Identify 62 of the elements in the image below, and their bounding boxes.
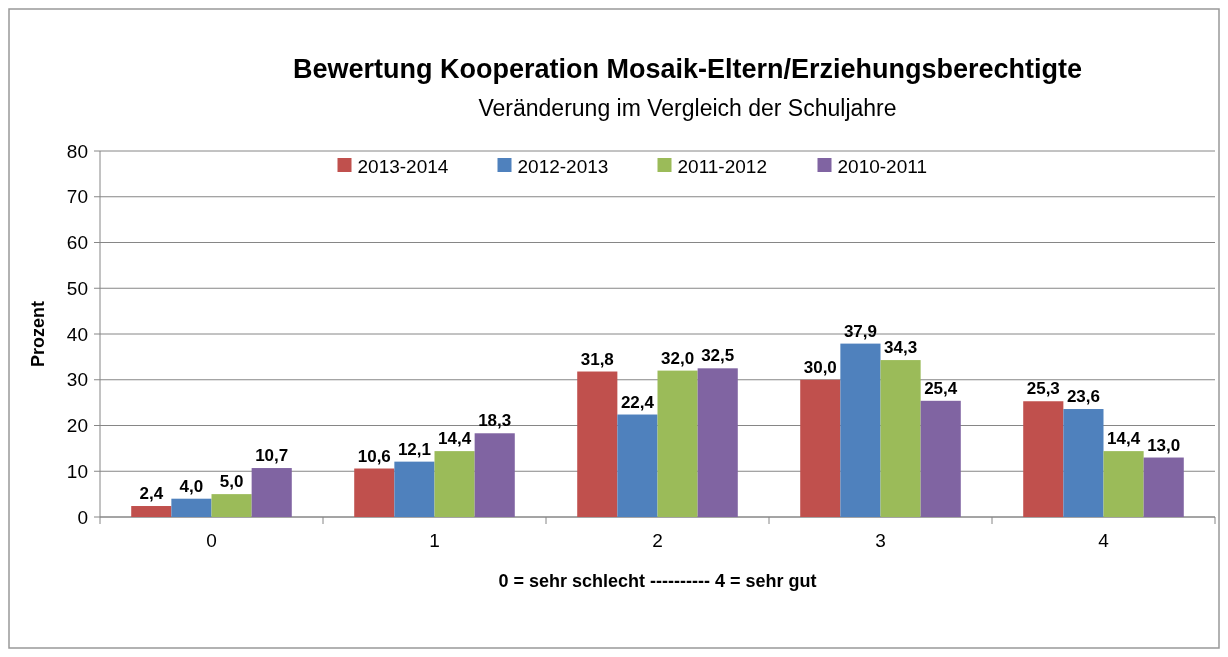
legend-label: 2013-2014: [357, 155, 449, 177]
bar: [1063, 409, 1104, 517]
x-tick-label: 3: [875, 530, 886, 551]
y-tick-label: 40: [66, 323, 88, 345]
data-label: 18,3: [478, 411, 512, 431]
bar: [474, 433, 515, 517]
bar: [697, 368, 738, 517]
bar: [1143, 457, 1184, 517]
data-label: 12,1: [397, 439, 431, 459]
y-tick-label: 60: [66, 232, 88, 254]
legend-label: 2012-2013: [517, 155, 609, 177]
bar: [251, 468, 292, 517]
chart-title: Bewertung Kooperation Mosaik-Eltern/Erziehungsberechtigte: [292, 54, 1083, 84]
y-tick-label: 20: [66, 415, 88, 437]
bar: [840, 343, 881, 517]
data-label: 2,4: [139, 484, 164, 504]
x-tick-label: 2: [652, 530, 663, 551]
data-label: 25,4: [924, 378, 958, 398]
bar: [171, 498, 212, 517]
y-tick-label: 70: [66, 186, 88, 208]
legend-label: 2011-2012: [677, 155, 767, 177]
bar: [1103, 451, 1144, 517]
bar: [880, 360, 921, 517]
data-label: 14,4: [438, 429, 472, 449]
data-label: 4,0: [179, 476, 204, 496]
data-label: 31,8: [580, 349, 614, 369]
y-tick-label: 0: [77, 506, 88, 528]
data-label: 32,5: [701, 346, 735, 366]
bar: [354, 468, 395, 517]
x-tick-label: 1: [429, 530, 440, 551]
data-label: 25,3: [1026, 379, 1060, 399]
bar: [617, 414, 658, 517]
bar: [131, 506, 172, 517]
bar: [657, 370, 698, 517]
data-label: 10,7: [255, 446, 289, 466]
y-tick-label: 80: [66, 140, 88, 162]
data-label: 10,6: [357, 446, 391, 466]
bar: [920, 400, 961, 517]
data-label: 5,0: [219, 472, 244, 492]
x-tick-label: 0: [206, 530, 217, 551]
bar: [1023, 401, 1064, 517]
data-label: 14,4: [1107, 429, 1141, 449]
x-tick-label: 4: [1098, 530, 1110, 551]
bar: [434, 451, 475, 517]
data-label: 22,4: [620, 392, 655, 412]
bar: [577, 371, 618, 517]
data-label: 34,3: [884, 338, 918, 358]
data-label: 37,9: [843, 321, 877, 341]
x-axis-title: 0 = sehr schlecht ---------- 4 = sehr gut: [498, 571, 817, 591]
data-label: 13,0: [1147, 435, 1181, 455]
y-axis-title: Prozent: [28, 300, 48, 368]
y-tick-label: 30: [66, 369, 88, 391]
bar: [800, 379, 841, 517]
data-label: 23,6: [1066, 387, 1100, 407]
legend-label: 2010-2011: [837, 155, 927, 177]
chart-subtitle: Veränderung im Vergleich der Schuljahre: [478, 95, 897, 121]
bar: [394, 461, 435, 517]
data-label: 32,0: [661, 348, 695, 368]
y-tick-label: 10: [66, 460, 88, 482]
data-label: 30,0: [803, 357, 837, 377]
y-tick-label: 50: [66, 277, 88, 299]
bar: [211, 494, 252, 517]
